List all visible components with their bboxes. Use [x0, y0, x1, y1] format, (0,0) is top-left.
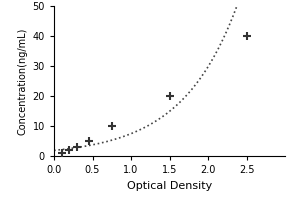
X-axis label: Optical Density: Optical Density [127, 181, 212, 191]
Y-axis label: Concentration(ng/mL): Concentration(ng/mL) [17, 27, 27, 135]
